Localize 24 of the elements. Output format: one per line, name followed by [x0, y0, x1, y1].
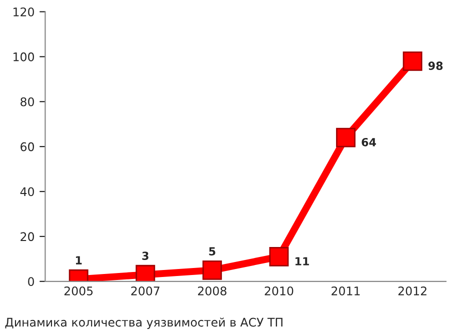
x-tick-label: 2005	[64, 286, 93, 296]
y-tick-label: 20	[20, 232, 34, 242]
x-tick-label: 2011	[332, 286, 360, 296]
data-label: 64	[362, 138, 376, 146]
data-label: 1	[76, 256, 82, 264]
x-tick-label: 2010	[264, 286, 294, 296]
x-tick-label: 2008	[198, 286, 226, 296]
x-tick-label: 2007	[131, 286, 160, 296]
y-tick-label: 100	[14, 52, 34, 62]
y-tick-label: 80	[20, 97, 34, 106]
x-tick-label: 2012	[398, 286, 426, 296]
data-label: 11	[296, 257, 309, 266]
point	[336, 128, 356, 148]
data-label: 5	[209, 247, 216, 256]
point	[269, 246, 289, 266]
point	[402, 51, 422, 71]
y-tick-label: 60	[20, 142, 34, 152]
data-label: 98	[428, 62, 443, 70]
y-tick-label: 120	[14, 7, 34, 16]
data-label: 3	[142, 252, 148, 260]
y-tick-label: 40	[20, 187, 34, 196]
point	[202, 260, 222, 280]
y-tick-label: 0	[28, 277, 34, 286]
text: Динамика количества уязвимостей в АСУ ТП	[5, 318, 282, 329]
